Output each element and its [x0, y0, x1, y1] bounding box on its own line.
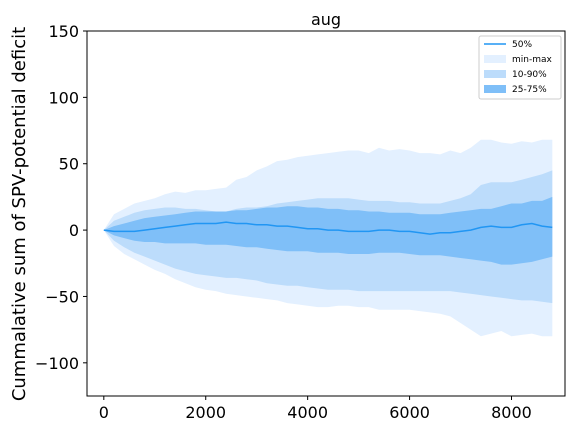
y-tick-label: −100 — [35, 354, 79, 373]
y-tick-label: 50 — [59, 155, 79, 174]
legend: 50% min-max 10-90% 25-75% — [478, 35, 562, 100]
legend-swatch-min-max — [484, 55, 506, 63]
x-tick-label: 2000 — [185, 403, 226, 422]
y-tick-label: −50 — [45, 287, 79, 306]
plot-area — [103, 139, 553, 337]
x-tick-label: 6000 — [389, 403, 430, 422]
chart-title: aug — [311, 10, 341, 29]
x-tick-label: 0 — [99, 403, 109, 422]
y-axis: −100 −50 0 50 100 150 — [35, 22, 87, 373]
legend-label-10-90: 10-90% — [512, 70, 547, 80]
x-tick-label: 4000 — [287, 403, 328, 422]
legend-swatch-25-75 — [484, 85, 506, 93]
legend-label-50: 50% — [512, 40, 532, 50]
legend-label-25-75: 25-75% — [512, 85, 547, 95]
x-axis: 0 2000 4000 6000 8000 — [99, 396, 532, 422]
y-tick-label: 150 — [48, 22, 79, 41]
x-tick-label: 8000 — [491, 403, 532, 422]
legend-swatch-10-90 — [484, 70, 506, 78]
y-tick-label: 100 — [48, 88, 79, 107]
legend-frame — [478, 35, 562, 100]
y-tick-label: 0 — [69, 221, 79, 240]
y-axis-label: Cummalative sum of SPV-potential deficit — [9, 27, 30, 401]
plot-frame — [86, 30, 566, 397]
legend-label-min-max: min-max — [512, 55, 553, 65]
median-line — [103, 221, 553, 235]
